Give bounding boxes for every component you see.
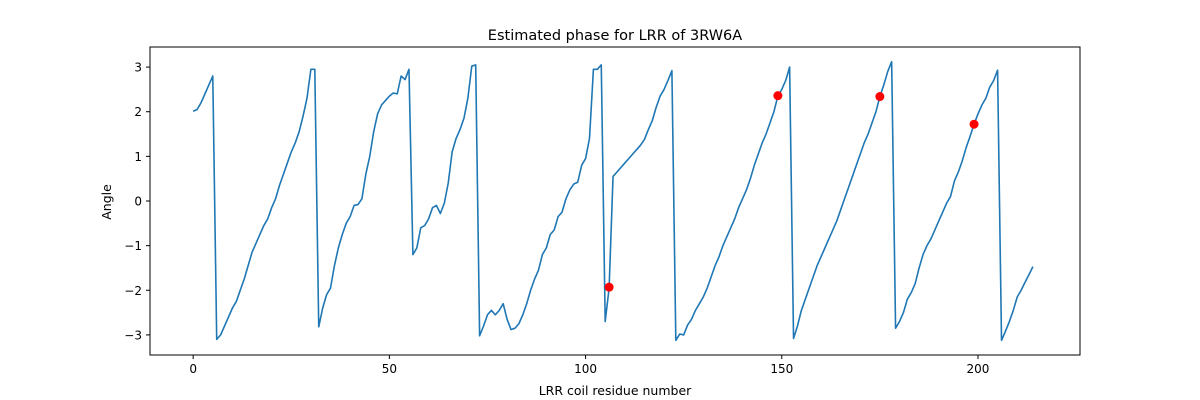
y-tick-label: −1 xyxy=(124,239,142,253)
x-tick-label: 150 xyxy=(770,362,793,376)
highlight-marker-1 xyxy=(773,91,783,101)
x-axis-ticks: 0 50 100 150 200 xyxy=(189,355,989,376)
highlight-markers xyxy=(604,91,979,292)
y-tick-label: −2 xyxy=(124,284,142,298)
x-axis-label: LRR coil residue number xyxy=(539,383,692,398)
highlight-marker-2 xyxy=(875,92,885,102)
y-tick-label: 1 xyxy=(134,150,142,164)
y-tick-label: 2 xyxy=(134,105,142,119)
y-tick-label: −3 xyxy=(124,328,142,342)
chart-title: Estimated phase for LRR of 3RW6A xyxy=(488,28,742,44)
phase-series-line-0 xyxy=(192,60,1034,342)
x-tick-label: 200 xyxy=(967,362,990,376)
x-tick-label: 0 xyxy=(189,362,197,376)
y-axis-label: Angle xyxy=(99,184,114,220)
highlight-marker-3 xyxy=(969,119,979,129)
y-tick-label: 3 xyxy=(134,61,142,75)
highlight-marker-0 xyxy=(604,282,614,292)
x-tick-label: 50 xyxy=(382,362,397,376)
plot-frame xyxy=(149,46,1081,356)
y-axis-ticks: −3 −2 −1 0 1 2 3 xyxy=(124,61,150,342)
y-tick-label: 0 xyxy=(134,195,142,209)
x-tick-label: 100 xyxy=(574,362,597,376)
plot-area xyxy=(192,60,1034,342)
